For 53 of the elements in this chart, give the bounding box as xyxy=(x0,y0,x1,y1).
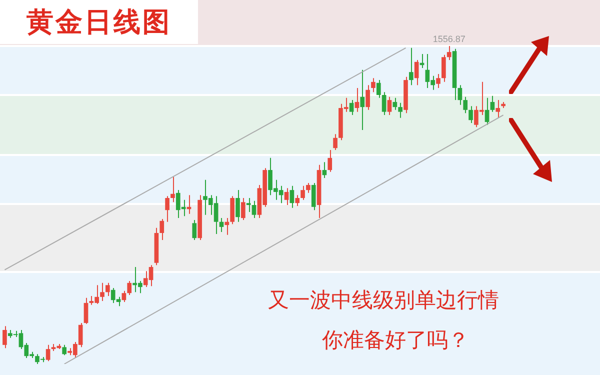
candlestick xyxy=(311,182,316,211)
candlestick xyxy=(219,218,224,233)
candlestick xyxy=(446,46,452,60)
candlestick xyxy=(392,97,398,110)
candlestick xyxy=(366,84,370,110)
candlestick xyxy=(442,54,446,82)
candlestick xyxy=(160,218,164,240)
chart-title: 黄金日线图 xyxy=(0,0,198,44)
candlestick xyxy=(100,282,104,302)
candlestick xyxy=(333,134,338,150)
candlestick xyxy=(230,196,234,225)
candlestick xyxy=(468,106,473,124)
candlestick xyxy=(252,200,256,219)
candlestick xyxy=(2,326,7,349)
candlestick xyxy=(398,102,402,118)
candlestick xyxy=(127,280,132,296)
candlestick xyxy=(290,185,294,208)
candlestick xyxy=(192,219,197,240)
candlestick xyxy=(84,297,88,324)
candlestick xyxy=(496,100,500,118)
candlestick xyxy=(436,73,440,88)
candlestick xyxy=(414,59,419,86)
annotation: 你准备好了吗？ xyxy=(322,327,469,354)
candlestick xyxy=(284,188,289,206)
candlestick xyxy=(328,149,332,172)
candlestick xyxy=(408,47,414,86)
candlestick xyxy=(382,92,386,116)
candlestick xyxy=(463,96,468,114)
candlestick xyxy=(106,282,110,296)
candlestick xyxy=(295,194,300,206)
candlestick xyxy=(376,80,381,98)
candlestick xyxy=(224,218,230,236)
candlestick xyxy=(490,95,495,112)
candlestick xyxy=(62,344,66,356)
candlestick xyxy=(322,162,327,178)
candlestick xyxy=(306,182,310,194)
candlestick xyxy=(360,69,365,130)
annotation: 1556.87 xyxy=(432,34,466,44)
candlestick xyxy=(300,185,305,200)
candlestick xyxy=(371,78,376,93)
candlestick xyxy=(170,176,175,203)
candlestick xyxy=(240,198,246,220)
candlestick xyxy=(246,198,251,212)
candlestick xyxy=(484,97,490,126)
candlestick xyxy=(236,190,240,222)
candlestick xyxy=(458,84,462,106)
candlestick xyxy=(354,87,360,112)
candlestick xyxy=(122,290,126,302)
annotation: 又一波中线级别单边行情 xyxy=(268,287,499,314)
candlestick xyxy=(46,344,50,362)
candlestick xyxy=(349,100,354,116)
candlestick xyxy=(387,96,392,116)
candlestick xyxy=(165,196,170,222)
